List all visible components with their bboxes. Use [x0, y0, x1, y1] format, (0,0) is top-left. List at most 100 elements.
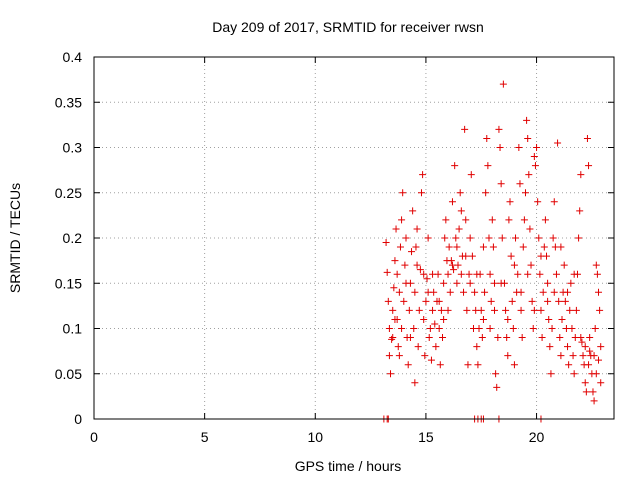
- data-point: [566, 306, 574, 314]
- data-point: [529, 325, 537, 332]
- data-point: [569, 352, 577, 360]
- data-point: [586, 334, 594, 342]
- data-point: [427, 356, 435, 364]
- x-tick-label: 0: [90, 429, 98, 445]
- data-point: [579, 352, 587, 360]
- data-point: [549, 234, 557, 242]
- data-point: [384, 297, 392, 305]
- data-point: [548, 325, 556, 332]
- data-point: [420, 315, 428, 323]
- data-point: [444, 270, 452, 278]
- data-point: [583, 134, 591, 142]
- data-point: [524, 134, 532, 142]
- data-point: [450, 266, 458, 274]
- data-point: [502, 306, 510, 314]
- data-point: [550, 288, 558, 296]
- y-tick-label: 0.1: [63, 321, 83, 337]
- data-point: [424, 234, 432, 242]
- data-point: [577, 334, 585, 342]
- data-point: [453, 243, 461, 251]
- y-tick-label: 0.25: [55, 185, 82, 201]
- data-point: [423, 275, 431, 283]
- data-point: [441, 234, 449, 242]
- data-point: [455, 225, 463, 233]
- data-point: [556, 334, 564, 342]
- data-points: [380, 80, 605, 423]
- data-point: [425, 334, 433, 342]
- data-point: [429, 270, 437, 278]
- data-point: [537, 252, 545, 260]
- data-point: [510, 361, 518, 369]
- data-point: [410, 325, 418, 332]
- data-point: [547, 370, 555, 378]
- data-point: [383, 268, 391, 276]
- data-point: [557, 352, 565, 360]
- data-point: [432, 343, 440, 351]
- data-point: [391, 257, 399, 265]
- data-point: [385, 352, 393, 360]
- data-point: [409, 207, 417, 215]
- data-point: [520, 216, 528, 224]
- data-point: [424, 288, 432, 296]
- data-point: [420, 270, 428, 278]
- y-tick-labels: 0 0.05 0.1 0.15 0.2 0.25 0.3 0.35 0.4: [55, 49, 82, 427]
- y-tick-label: 0.4: [63, 49, 83, 65]
- data-point: [544, 297, 552, 305]
- data-point: [398, 216, 406, 224]
- data-point: [487, 297, 495, 305]
- data-point: [477, 306, 485, 314]
- data-point: [483, 134, 491, 142]
- data-point: [388, 335, 396, 343]
- data-point: [595, 356, 603, 364]
- data-point: [585, 162, 593, 170]
- data-point: [531, 162, 539, 170]
- data-point: [519, 243, 527, 251]
- data-point: [530, 306, 538, 314]
- data-point: [404, 361, 412, 369]
- data-point: [468, 252, 476, 260]
- data-point: [597, 379, 605, 387]
- data-point: [382, 239, 390, 247]
- data-point: [412, 243, 420, 251]
- data-point: [514, 270, 522, 278]
- data-point: [533, 144, 541, 151]
- data-point: [460, 288, 468, 296]
- data-point: [463, 306, 471, 314]
- data-point: [589, 388, 597, 396]
- data-point: [540, 243, 548, 251]
- data-point: [422, 297, 430, 305]
- data-point: [416, 266, 424, 274]
- data-point: [568, 325, 576, 332]
- data-point: [479, 243, 487, 251]
- x-tick-label: 5: [201, 429, 209, 445]
- data-point: [578, 338, 586, 346]
- y-axis-label: SRMTID / TECUs: [7, 183, 23, 293]
- data-point: [419, 171, 427, 179]
- data-point: [446, 288, 454, 296]
- data-point: [489, 243, 497, 251]
- data-point: [479, 315, 487, 323]
- data-point: [402, 234, 410, 242]
- data-point: [590, 352, 598, 360]
- data-point: [415, 306, 423, 314]
- data-point: [536, 270, 544, 278]
- data-point: [456, 189, 464, 197]
- data-point: [447, 257, 455, 265]
- data-point: [440, 315, 448, 323]
- data-point: [411, 379, 419, 387]
- data-point: [467, 171, 475, 179]
- data-point: [474, 361, 482, 369]
- data-point: [465, 270, 473, 278]
- data-point: [429, 306, 437, 314]
- data-point: [544, 279, 552, 287]
- data-point: [539, 288, 547, 296]
- data-point: [464, 361, 472, 369]
- data-point: [439, 334, 447, 342]
- data-point: [491, 306, 499, 314]
- data-point: [561, 297, 569, 305]
- y-tick-label: 0.05: [55, 366, 82, 382]
- data-point: [395, 352, 403, 360]
- data-point: [442, 216, 450, 224]
- data-point: [414, 343, 422, 351]
